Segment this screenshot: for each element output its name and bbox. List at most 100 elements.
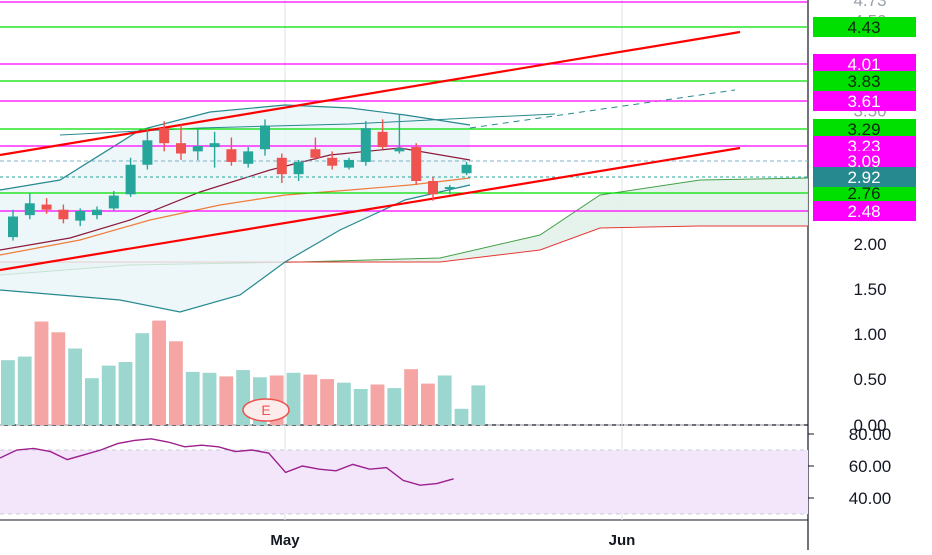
volume-bar [353, 389, 368, 425]
volume-bar [370, 384, 385, 425]
earnings-label: E [261, 402, 270, 418]
trendline-lower[interactable] [0, 146, 741, 272]
rsi-background-band [0, 450, 808, 514]
band-lower [0, 184, 471, 313]
level-tag-bg [813, 183, 916, 203]
candle-body [360, 128, 371, 162]
candle-body [377, 131, 388, 148]
time-label-jun: Jun [609, 532, 636, 549]
volume-bar [152, 320, 166, 425]
level-tag-text: 4.01 [847, 55, 880, 74]
candle-body [176, 143, 186, 154]
candle-body [142, 140, 153, 165]
volume-bar [118, 362, 133, 425]
volume-bar [202, 372, 217, 425]
rsi-tick-40.00: 40.00 [849, 489, 892, 508]
volume-bar [286, 372, 301, 425]
level-tag-text: 3.09 [847, 152, 880, 171]
level-tag-text: 2.76 [847, 184, 880, 203]
candle-body [108, 195, 119, 209]
level-tag-3.09: 3.09 [813, 151, 916, 171]
candle-body [461, 164, 472, 174]
volume-bar [320, 379, 334, 425]
price-tick-0.50: 0.50 [853, 370, 886, 389]
candle-body [260, 125, 270, 150]
candle-body [293, 161, 304, 175]
level-tag-3.61: 3.61 [813, 91, 916, 111]
candle-body [58, 209, 69, 220]
current-price-tag-bg [813, 167, 916, 187]
rsi-pane [0, 438, 808, 515]
band-fill [0, 105, 470, 312]
candle-body [394, 148, 405, 152]
volume-bar [34, 321, 49, 425]
level-tag-bg [813, 119, 916, 139]
volume-bar [68, 348, 82, 425]
level-tag-bg [813, 201, 916, 221]
trendline-upper[interactable] [0, 30, 741, 157]
level-tag-text: 2.48 [847, 202, 880, 221]
level-tag-text: 4.43 [847, 18, 880, 37]
rsi-tick-80.00: 80.00 [849, 425, 892, 444]
level-tag-text: 3.83 [847, 72, 880, 91]
rsi-line [0, 438, 454, 486]
level-tag-4.43: 4.43 [813, 17, 916, 37]
candle-body [428, 181, 438, 195]
level-tag-text: 3.29 [847, 120, 880, 139]
level-tag-3.29: 3.29 [813, 119, 916, 139]
volume-bar [17, 356, 32, 425]
rsi-tick-60.00: 60.00 [849, 457, 892, 476]
level-tag-2.76: 2.76 [813, 183, 916, 203]
candle-body [8, 216, 18, 238]
trend-channel[interactable] [0, 30, 741, 272]
earnings-marker[interactable]: E [242, 398, 290, 422]
candle-body [41, 204, 52, 210]
moving-average-orange [0, 177, 471, 256]
price-tick-1.50: 1.50 [853, 280, 886, 299]
volume-bar [404, 369, 418, 425]
cloud-fill [0, 178, 808, 275]
candle-body [226, 149, 237, 162]
volume-bar [454, 408, 469, 425]
candle-body [24, 203, 35, 216]
band-upper [0, 104, 471, 191]
volume-bar [169, 341, 183, 425]
time-label-may: May [270, 532, 300, 549]
candle-body [75, 211, 86, 221]
volume-bar [135, 333, 150, 425]
candle-body [276, 157, 287, 175]
price-tick-1.00: 1.00 [853, 325, 886, 344]
level-tag-bg [813, 54, 916, 74]
level-tag-bg [813, 91, 916, 111]
level-tag-4.01: 4.01 [813, 54, 916, 74]
volume-bar [303, 374, 318, 425]
level-tag-bg [813, 17, 916, 37]
band-projection [469, 89, 736, 129]
candle-body [92, 209, 102, 216]
moving-average-maroon [0, 147, 471, 251]
volume-bar [185, 371, 200, 425]
volume-bar [437, 375, 452, 425]
volume-bar [219, 376, 234, 425]
volume-bars [1, 320, 486, 425]
price-tick-0.00: 0.00 [853, 416, 886, 435]
volume-bar [1, 360, 15, 425]
volume-bar [337, 382, 351, 425]
candle-body [159, 128, 170, 144]
volume-bar [51, 332, 66, 425]
candle-body [209, 143, 220, 148]
candle-body [243, 151, 254, 164]
current-price-tag-text: 2.92 [847, 168, 880, 187]
earnings-badge[interactable] [242, 398, 290, 422]
candle-body [444, 187, 455, 189]
volume-bar [101, 365, 116, 425]
volume-bar [421, 383, 435, 425]
level-tag-2.48: 2.48 [813, 201, 916, 221]
price-level-tags: 4.434.013.833.613.293.233.092.762.482.92 [813, 17, 916, 221]
level-tag-text: 3.61 [847, 92, 880, 111]
price-tick-2.00: 2.00 [853, 235, 886, 254]
level-tag-bg [813, 71, 916, 91]
volume-bar [85, 378, 99, 425]
